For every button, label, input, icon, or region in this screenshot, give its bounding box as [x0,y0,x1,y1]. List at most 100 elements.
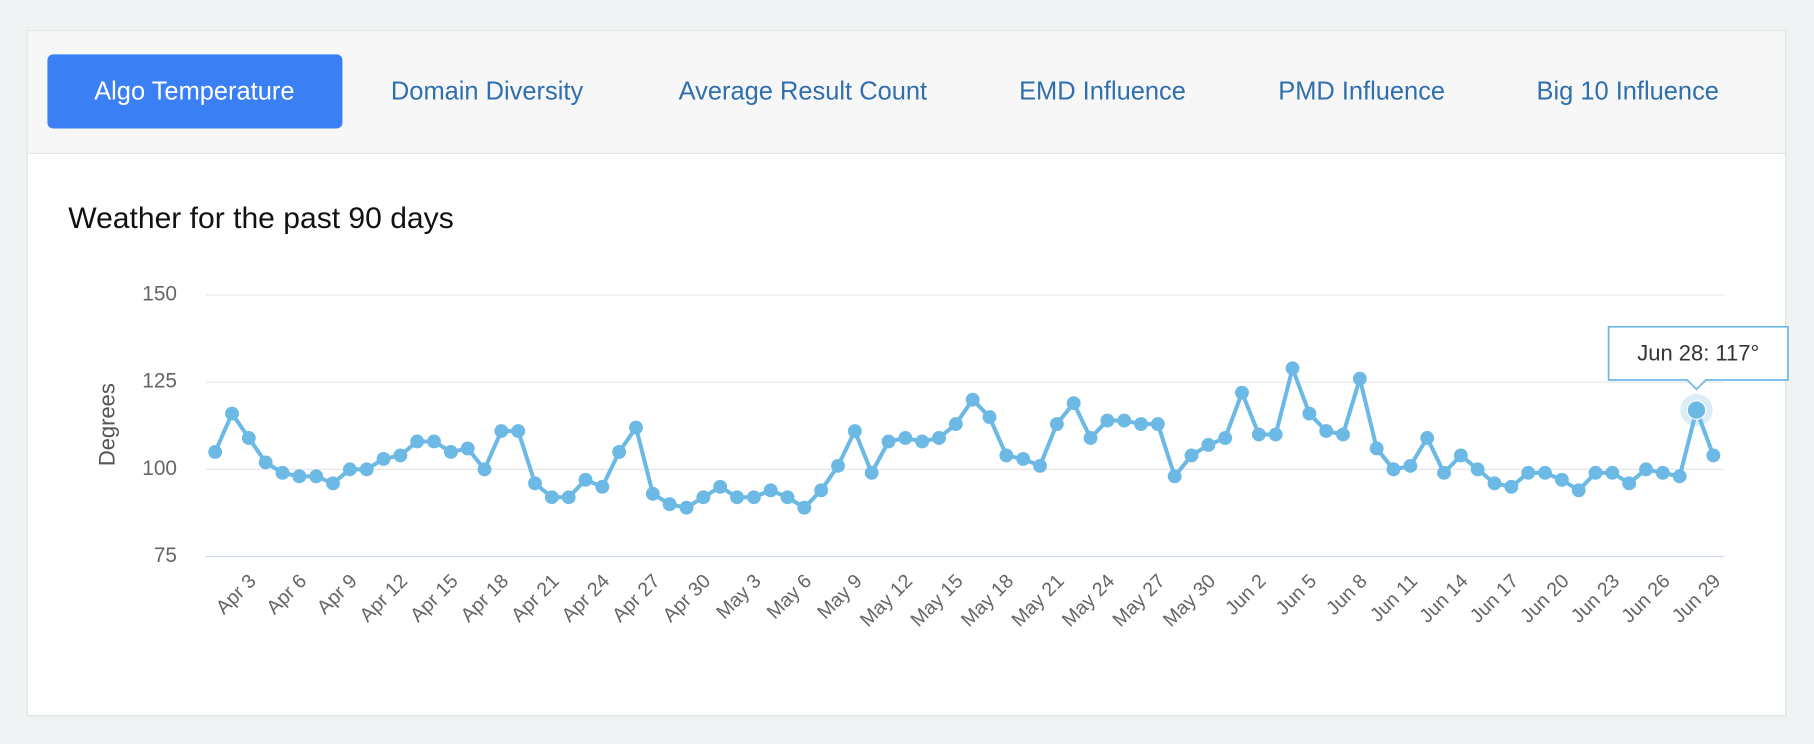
marker[interactable] [696,490,711,505]
marker[interactable] [1066,396,1081,411]
marker[interactable] [1352,371,1367,386]
marker[interactable] [1369,441,1384,456]
marker[interactable] [1686,400,1707,420]
marker[interactable] [393,448,408,463]
marker[interactable] [1049,417,1064,431]
marker[interactable] [1588,465,1603,480]
marker[interactable] [1639,462,1653,477]
marker[interactable] [1251,427,1266,442]
marker[interactable] [1083,431,1098,445]
marker[interactable] [1622,476,1637,491]
marker[interactable] [494,424,509,438]
marker[interactable] [746,490,761,505]
tab[interactable]: EMD Influence [1019,77,1186,105]
marker[interactable] [1302,406,1317,421]
marker[interactable] [864,465,879,480]
marker[interactable] [1235,385,1249,400]
marker[interactable] [898,431,913,445]
marker[interactable] [528,476,542,491]
marker[interactable] [1403,458,1418,473]
marker[interactable] [662,497,677,512]
marker[interactable] [1386,462,1401,477]
marker[interactable] [359,462,374,477]
marker[interactable] [814,483,829,498]
marker[interactable] [208,444,223,459]
marker[interactable] [1033,458,1047,473]
marker[interactable] [965,392,980,407]
marker[interactable] [1201,438,1216,452]
marker[interactable] [915,434,930,449]
marker[interactable] [932,431,946,445]
marker[interactable] [999,448,1014,463]
marker[interactable] [1117,413,1132,428]
marker[interactable] [376,451,391,466]
marker[interactable] [730,490,744,505]
marker[interactable] [460,441,475,456]
marker[interactable] [982,410,997,425]
marker[interactable] [1319,424,1334,438]
marker[interactable] [309,469,324,484]
tooltip-text: Jun 28: 117° [1637,340,1759,365]
marker[interactable] [1016,451,1031,466]
marker[interactable] [511,424,526,438]
marker[interactable] [847,424,862,438]
marker[interactable] [477,462,492,477]
marker[interactable] [679,500,694,515]
marker[interactable] [948,417,963,431]
marker[interactable] [1571,483,1586,498]
tab[interactable]: Big 10 Influence [1537,77,1719,105]
marker[interactable] [410,434,425,449]
marker[interactable] [258,455,273,470]
marker[interactable] [1521,465,1536,480]
marker[interactable] [1184,448,1199,463]
marker[interactable] [1285,361,1300,376]
marker[interactable] [1150,417,1165,431]
marker[interactable] [612,444,627,459]
tab[interactable]: Domain Diversity [391,77,584,105]
marker[interactable] [1218,431,1233,445]
marker[interactable] [342,462,357,477]
marker[interactable] [275,465,290,480]
marker[interactable] [1420,431,1435,445]
marker[interactable] [326,476,340,491]
marker[interactable] [713,479,728,494]
marker[interactable] [780,490,795,505]
marker[interactable] [645,486,660,501]
marker[interactable] [1655,465,1670,480]
marker[interactable] [443,444,458,459]
marker[interactable] [544,490,559,505]
marker[interactable] [1504,479,1519,494]
marker[interactable] [629,420,643,435]
marker[interactable] [797,500,812,515]
marker[interactable] [881,434,896,449]
marker[interactable] [241,431,256,445]
marker[interactable] [1487,476,1502,491]
tab[interactable]: PMD Influence [1278,77,1445,105]
marker[interactable] [1538,465,1552,480]
marker[interactable] [561,490,576,505]
marker[interactable] [1167,469,1182,484]
marker[interactable] [225,406,239,421]
marker[interactable] [1437,465,1451,480]
marker[interactable] [1336,427,1350,442]
marker[interactable] [427,434,441,449]
marker[interactable] [1672,469,1687,484]
marker[interactable] [595,479,610,494]
marker[interactable] [831,458,845,473]
y-axis-title: Degrees [95,383,120,466]
marker[interactable] [1706,448,1721,463]
tab[interactable]: Average Result Count [679,77,927,105]
marker[interactable] [292,469,307,484]
tab-active[interactable]: Algo Temperature [94,77,294,105]
marker[interactable] [578,472,593,487]
marker[interactable] [763,483,778,498]
marker[interactable] [1605,465,1620,480]
marker[interactable] [1470,462,1485,477]
marker[interactable] [1554,472,1569,487]
marker[interactable] [1134,417,1148,431]
marker[interactable] [1453,448,1468,463]
marker[interactable] [1268,427,1283,442]
marker[interactable] [1100,413,1115,428]
